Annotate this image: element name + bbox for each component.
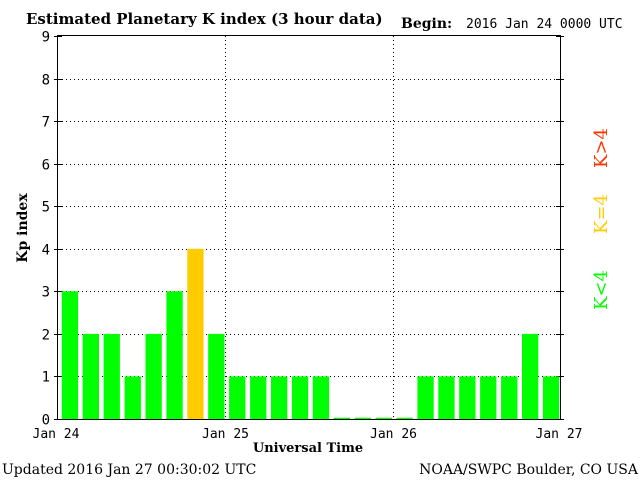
kp-bar	[166, 291, 183, 419]
y-tick-label: 6	[42, 158, 50, 174]
begin-value: 2016 Jan 24 0000 UTC	[466, 17, 623, 32]
kp-bar	[124, 376, 141, 419]
y-tick-label: 7	[42, 115, 50, 131]
plot-frame	[57, 35, 561, 420]
x-tick-label: Jan 25	[202, 427, 249, 442]
x-axis-label: Universal Time	[253, 441, 363, 456]
x-tick-label: Jan 27	[536, 427, 583, 442]
chart-title: Estimated Planetary K index (3 hour data…	[26, 10, 383, 28]
y-tick-label: 2	[42, 328, 50, 344]
kp-bar	[375, 417, 392, 419]
source-credit: NOAA/SWPC Boulder, CO USA	[419, 462, 639, 478]
y-tick-label: 1	[42, 370, 50, 386]
x-tick-label: Jan 26	[370, 427, 417, 442]
kp-bar	[229, 376, 246, 419]
bar-series	[61, 248, 560, 419]
kp-bar	[459, 376, 476, 419]
y-tick-labels: 0 1 2 3 4 5 6 7 8 9	[42, 30, 50, 429]
y-tick-label: 9	[42, 30, 50, 46]
kp-bar	[145, 333, 162, 419]
kp-bar	[103, 333, 120, 419]
y-tick-label: 3	[42, 285, 50, 301]
kp-bar	[438, 376, 455, 419]
x-tick-label: Jan 24	[33, 427, 80, 442]
kp-bar	[82, 333, 99, 419]
kp-bar	[187, 248, 204, 419]
y-axis-label: Kp index	[15, 193, 31, 263]
kp-bar	[501, 376, 518, 419]
kp-bar	[61, 291, 79, 419]
kp-bar	[542, 376, 560, 419]
kp-bar	[354, 417, 371, 419]
y-tick-label: 4	[42, 243, 50, 259]
y-tick-label: 5	[42, 200, 50, 216]
legend-k-greater-4: K>4	[591, 128, 612, 168]
updated-timestamp: Updated 2016 Jan 27 00:30:02 UTC	[2, 462, 256, 478]
legend-k-less-4: K<4	[591, 270, 612, 310]
kp-bar	[396, 417, 413, 419]
x-tick-labels: Jan 24 Jan 25 Jan 26 Jan 27	[33, 427, 583, 442]
kp-bar	[208, 333, 225, 419]
kp-bar	[333, 417, 350, 419]
kp-bar	[417, 376, 434, 419]
legend-k-equal-4: K=4	[591, 194, 612, 234]
grid-lines	[54, 36, 564, 420]
kp-bar	[271, 376, 288, 419]
y-tick-label: 0	[42, 413, 50, 429]
kp-bar	[291, 376, 309, 419]
kp-bar	[250, 376, 267, 419]
kp-bar	[522, 333, 539, 419]
kp-bar	[312, 376, 330, 419]
kp-bar	[480, 376, 497, 419]
y-tick-label: 8	[42, 73, 50, 89]
begin-label: Begin:	[401, 16, 452, 32]
